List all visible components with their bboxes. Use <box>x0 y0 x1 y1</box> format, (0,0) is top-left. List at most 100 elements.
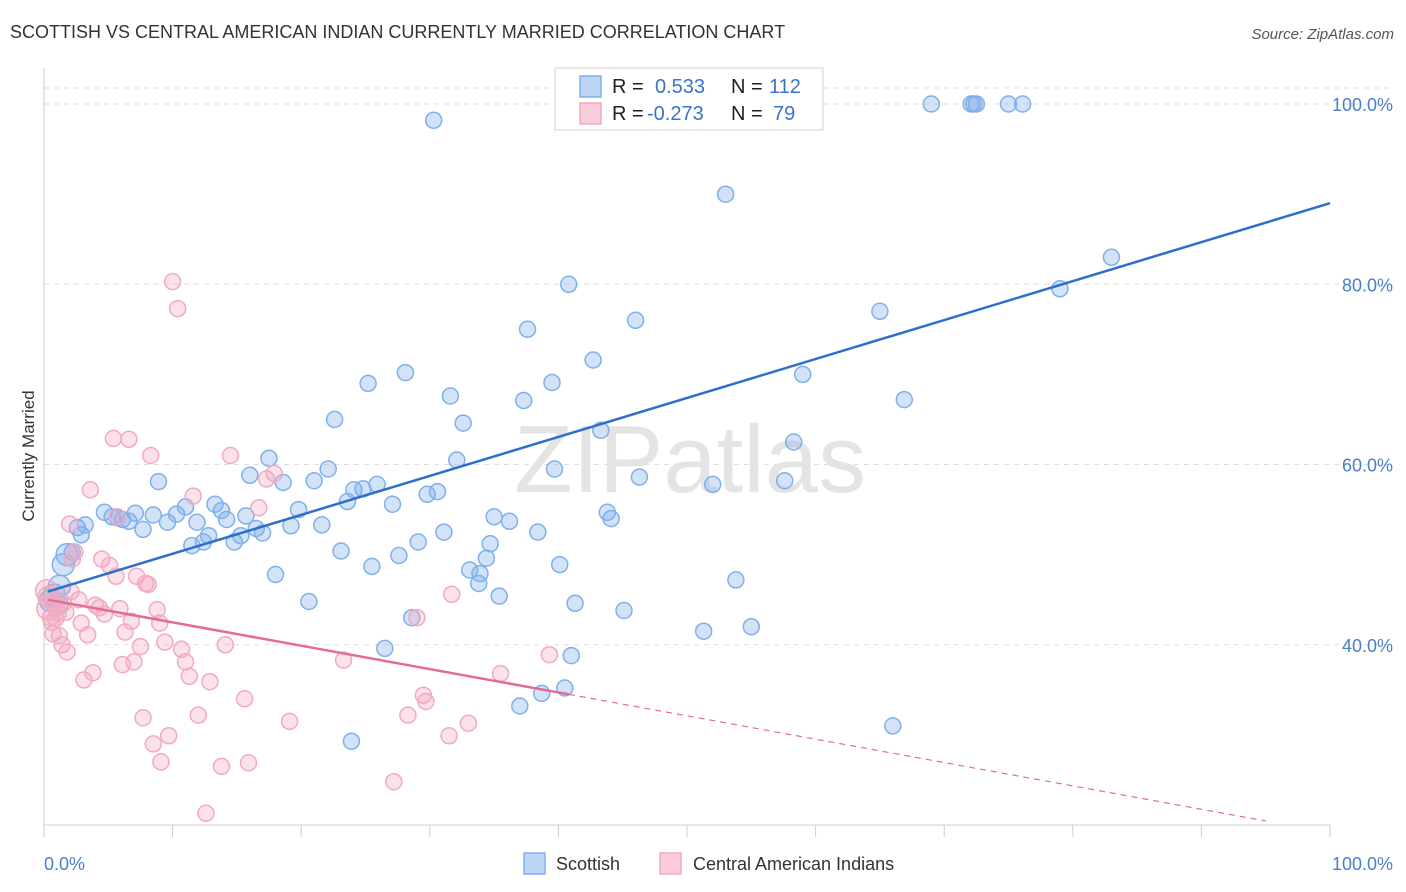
scottish-point <box>490 587 508 605</box>
stats-n-value-central-american-indians: 79 <box>773 103 795 125</box>
central-american-indian-point <box>189 706 208 724</box>
scottish-point <box>376 639 394 658</box>
central-american-indian-point <box>221 446 240 465</box>
central-american-indian-point <box>81 481 100 499</box>
scottish-point <box>403 608 421 627</box>
central-american-indian-point <box>250 499 268 517</box>
scottish-point <box>409 533 427 551</box>
scottish-point <box>424 111 443 130</box>
scottish-point <box>511 697 529 715</box>
scottish-point <box>793 365 812 384</box>
y-tick-label: 80.0% <box>1342 275 1393 295</box>
central-american-indian-point <box>122 612 141 631</box>
scottish-point <box>144 506 163 524</box>
scottish-point <box>390 546 408 565</box>
central-american-indian-point <box>385 772 403 791</box>
stats-r-label-scottish: R = <box>612 76 644 98</box>
scottish-point <box>602 509 620 528</box>
stats-swatch-central-american-indians <box>579 102 602 125</box>
central-american-indian-point <box>442 585 461 604</box>
scottish-point <box>481 535 499 553</box>
central-american-indian-point <box>235 690 254 708</box>
legend-label-scottish: Scottish <box>556 854 620 874</box>
central-american-indian-point <box>108 508 127 526</box>
central-american-indian-point <box>134 709 152 727</box>
scottish-point <box>454 414 472 432</box>
central-american-indian-point <box>201 672 219 691</box>
central-american-indian-point <box>152 753 170 771</box>
central-american-indian-point <box>120 430 138 449</box>
central-american-indian-point <box>58 643 76 661</box>
scottish-point <box>418 485 436 504</box>
chart-title: SCOTTISH VS CENTRAL AMERICAN INDIAN CURR… <box>10 22 785 42</box>
central-american-indian-point <box>334 651 353 669</box>
scottish-point <box>260 449 278 467</box>
central-american-indian-point <box>66 543 84 561</box>
scottish-point <box>241 466 259 485</box>
central-american-indian-point <box>184 487 202 505</box>
chart-source: Source: ZipAtlas.com <box>1251 26 1394 43</box>
scottish-point <box>615 601 633 620</box>
scottish-point <box>500 512 519 531</box>
central-american-indian-points <box>34 272 559 823</box>
central-american-indian-point <box>57 603 75 622</box>
scottish-point <box>126 504 145 522</box>
scottish-point <box>188 513 206 531</box>
central-american-indian-point <box>104 429 123 448</box>
scottish-point <box>149 472 168 491</box>
scottish-point <box>76 516 94 534</box>
scottish-point <box>1013 95 1032 113</box>
stats-box: R = 0.533 N = 112 R = -0.273 N = 79 <box>554 67 824 131</box>
central-american-indian-point <box>212 757 231 776</box>
y-tick-labels: 40.0% 60.0% 80.0% 100.0% <box>1332 95 1393 656</box>
scottish-point <box>471 564 489 583</box>
central-american-indian-trend-extension <box>568 693 1266 822</box>
central-american-indian-point <box>148 600 166 619</box>
scottish-point <box>363 557 381 576</box>
scottish-point <box>626 311 645 330</box>
central-american-indian-point <box>408 608 426 627</box>
legend: Scottish Central American Indians <box>523 852 894 875</box>
scottish-point <box>383 495 402 513</box>
legend-swatch-central-american-indians <box>659 852 682 875</box>
central-american-indian-point <box>440 727 458 745</box>
scottish-point <box>428 482 447 501</box>
scottish-point <box>212 501 231 520</box>
legend-swatch-scottish <box>523 852 546 875</box>
scottish-point <box>922 95 941 113</box>
scottish-point <box>396 363 415 382</box>
scottish-point <box>884 717 902 735</box>
central-american-indian-point <box>141 446 160 465</box>
central-american-indian-trend-line <box>47 598 569 696</box>
scottish-point <box>716 185 735 203</box>
central-american-indian-point <box>131 637 150 656</box>
stats-n-label-central-american-indians: N = <box>731 103 763 125</box>
scottish-point <box>441 387 460 405</box>
scottish-point <box>359 374 377 393</box>
central-american-indian-point <box>139 575 157 594</box>
x-tick-label-max: 100.0% <box>1332 854 1393 874</box>
central-american-indian-point <box>176 653 195 671</box>
central-american-indian-point <box>168 299 187 318</box>
scottish-point <box>313 516 331 534</box>
scottish-point <box>518 320 537 339</box>
scottish-point <box>477 549 496 567</box>
scottish-point <box>545 460 564 478</box>
central-american-indian-point <box>156 633 174 651</box>
scottish-point <box>300 592 318 611</box>
x-axis-ticks <box>43 825 1331 837</box>
scottish-point <box>435 523 453 541</box>
scottish-point <box>559 275 578 294</box>
scottish-point <box>274 473 292 492</box>
scottish-point <box>562 646 581 665</box>
central-american-indian-point <box>159 727 178 745</box>
scottish-point <box>871 302 889 321</box>
stats-r-label-central-american-indians: R = <box>612 103 644 125</box>
central-american-indian-point <box>280 712 299 731</box>
central-american-indian-point <box>216 636 235 654</box>
trend-lines <box>47 201 1331 822</box>
scottish-point <box>237 507 255 525</box>
scottish-point <box>342 732 361 750</box>
stats-n-value-scottish: 112 <box>769 76 801 98</box>
scottish-point <box>742 617 761 636</box>
